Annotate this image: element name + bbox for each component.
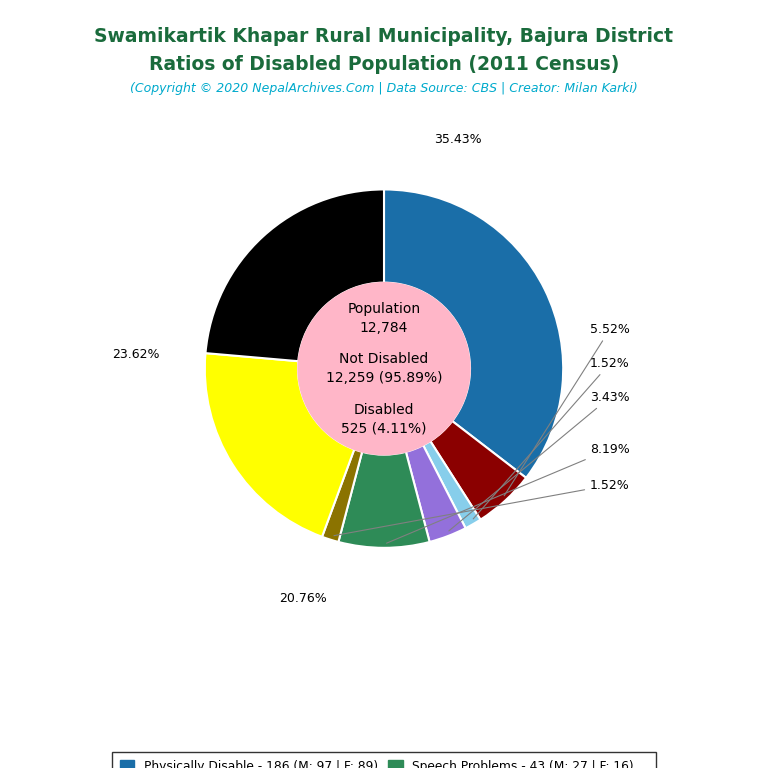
Wedge shape: [384, 190, 563, 478]
Wedge shape: [430, 421, 526, 520]
Wedge shape: [205, 353, 354, 537]
Text: Population
12,784: Population 12,784: [347, 303, 421, 335]
Text: 5.52%: 5.52%: [504, 323, 630, 495]
Text: 8.19%: 8.19%: [386, 443, 630, 543]
Wedge shape: [406, 445, 465, 542]
Text: (Copyright © 2020 NepalArchives.Com | Data Source: CBS | Creator: Milan Karki): (Copyright © 2020 NepalArchives.Com | Da…: [130, 82, 638, 95]
Text: 20.76%: 20.76%: [280, 591, 327, 604]
Text: 1.52%: 1.52%: [334, 478, 630, 535]
Text: Swamikartik Khapar Rural Municipality, Bajura District: Swamikartik Khapar Rural Municipality, B…: [94, 27, 674, 46]
Wedge shape: [423, 441, 481, 528]
Wedge shape: [339, 452, 429, 548]
Wedge shape: [206, 190, 384, 361]
Legend: Physically Disable - 186 (M: 97 | F: 89), Blind Only - 124 (M: 55 | F: 69), Deaf: Physically Disable - 186 (M: 97 | F: 89)…: [112, 753, 656, 768]
Text: Ratios of Disabled Population (2011 Census): Ratios of Disabled Population (2011 Cens…: [149, 55, 619, 74]
Text: Not Disabled
12,259 (95.89%): Not Disabled 12,259 (95.89%): [326, 353, 442, 385]
Text: 1.52%: 1.52%: [473, 357, 630, 519]
Circle shape: [298, 283, 470, 455]
Text: 35.43%: 35.43%: [434, 133, 482, 146]
Wedge shape: [322, 449, 362, 542]
Text: 23.62%: 23.62%: [112, 348, 160, 361]
Text: Disabled
525 (4.11%): Disabled 525 (4.11%): [341, 402, 427, 435]
Text: 3.43%: 3.43%: [449, 391, 630, 531]
